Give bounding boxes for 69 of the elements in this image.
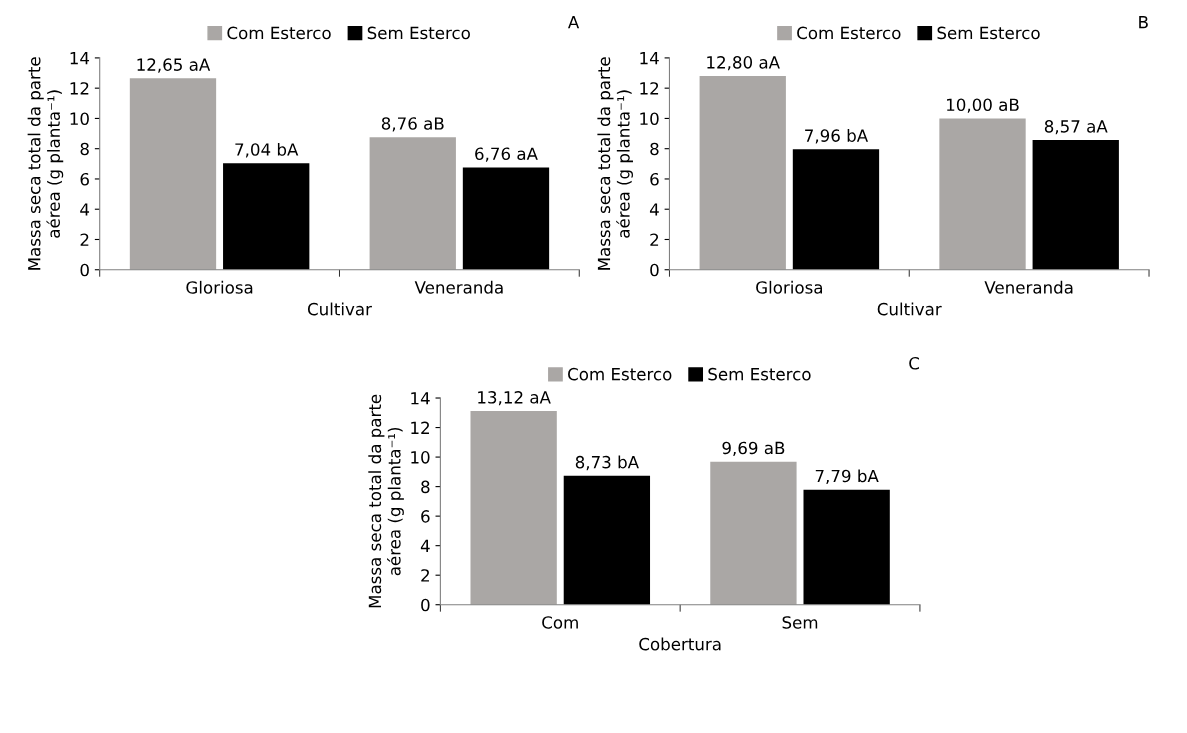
legend-label: Com Esterco	[568, 367, 672, 381]
data-label: 8,73 bA	[575, 455, 639, 471]
y-tick-label: 10	[411, 451, 430, 464]
x-tick-label: Veneranda	[984, 280, 1073, 294]
y-axis-title: Massa seca total da parte aérea (g planta⁻¹)	[27, 57, 64, 270]
x-tick-label: Gloriosa	[756, 280, 822, 294]
text: C	[909, 356, 920, 370]
y-tick-label: 14	[640, 52, 659, 65]
text: B	[1139, 16, 1148, 29]
y-axis-title: Massa seca total da parte aérea (g planta⁻¹)	[597, 57, 633, 270]
y-tick-label: 12	[411, 421, 429, 434]
bar	[223, 163, 310, 270]
y-tick-label: 0	[650, 263, 659, 277]
bar	[1032, 140, 1119, 270]
y-tick-label: 10	[70, 112, 89, 125]
legend-label: Sem Esterco	[367, 26, 470, 40]
y-tick-label: 0	[80, 263, 89, 277]
y-tick-label: 2	[421, 569, 429, 582]
y-tick-label: 8	[80, 142, 89, 156]
y-axis-title: Massa seca total da parte aérea (g planta⁻¹)	[368, 394, 404, 608]
legend-label: Com Esterco	[227, 26, 331, 40]
x-tick-label: Gloriosa	[186, 280, 253, 294]
data-label: 13,12 aA	[478, 391, 551, 406]
y-tick-label: 6	[80, 172, 89, 186]
data-label: 10,00 aB	[947, 98, 1019, 113]
y-tick-label: 12	[640, 82, 659, 95]
data-label: 9,69 aB	[722, 441, 785, 456]
data-label: 8,76 aB	[381, 117, 444, 132]
data-label: 8,57 aA	[1044, 120, 1108, 135]
y-tick-label: 6	[421, 510, 430, 523]
bar	[462, 167, 550, 270]
y-tick-label: 10	[640, 112, 659, 125]
bar	[563, 475, 651, 605]
bar	[939, 118, 1026, 270]
x-axis-title: Cultivar	[877, 302, 942, 316]
y-tick-label: 4	[80, 203, 90, 216]
x-tick-label: Sem	[782, 616, 818, 629]
y-tick-label: 14	[411, 392, 430, 405]
bar	[710, 461, 797, 605]
data-label: 6,76 aA	[475, 147, 538, 162]
bar	[129, 78, 217, 270]
legend-label: Sem Esterco	[937, 26, 1040, 40]
x-tick-label: Veneranda	[414, 280, 503, 294]
y-tick-label: 6	[650, 172, 659, 186]
bar	[792, 149, 880, 270]
bar	[369, 137, 456, 270]
x-axis-title: Cobertura	[639, 637, 721, 651]
x-tick-label: Com	[542, 616, 578, 629]
legend-label: Com Esterco	[797, 26, 901, 40]
bar	[803, 489, 890, 605]
data-label: 7,04 bA	[235, 142, 299, 158]
y-tick-label: 14	[70, 52, 90, 65]
bar	[699, 76, 786, 270]
y-tick-label: 12	[70, 82, 89, 95]
y-tick-label: 8	[421, 480, 430, 494]
bar	[470, 411, 557, 605]
y-tick-label: 4	[649, 203, 659, 216]
data-label: 12,80 aA	[707, 56, 780, 71]
data-label: 12,65 aA	[137, 58, 211, 73]
y-tick-label: 8	[650, 142, 659, 156]
x-axis-title: Cultivar	[307, 302, 372, 316]
data-label: 7,96 bA	[805, 129, 869, 144]
y-tick-label: 4	[420, 539, 430, 552]
legend-label: Sem Esterco	[708, 367, 811, 381]
y-tick-label: 2	[80, 233, 89, 246]
y-tick-label: 0	[421, 598, 430, 612]
data-label: 7,79 bA	[815, 469, 879, 485]
y-tick-label: 2	[650, 233, 659, 246]
text: A	[567, 16, 580, 29]
